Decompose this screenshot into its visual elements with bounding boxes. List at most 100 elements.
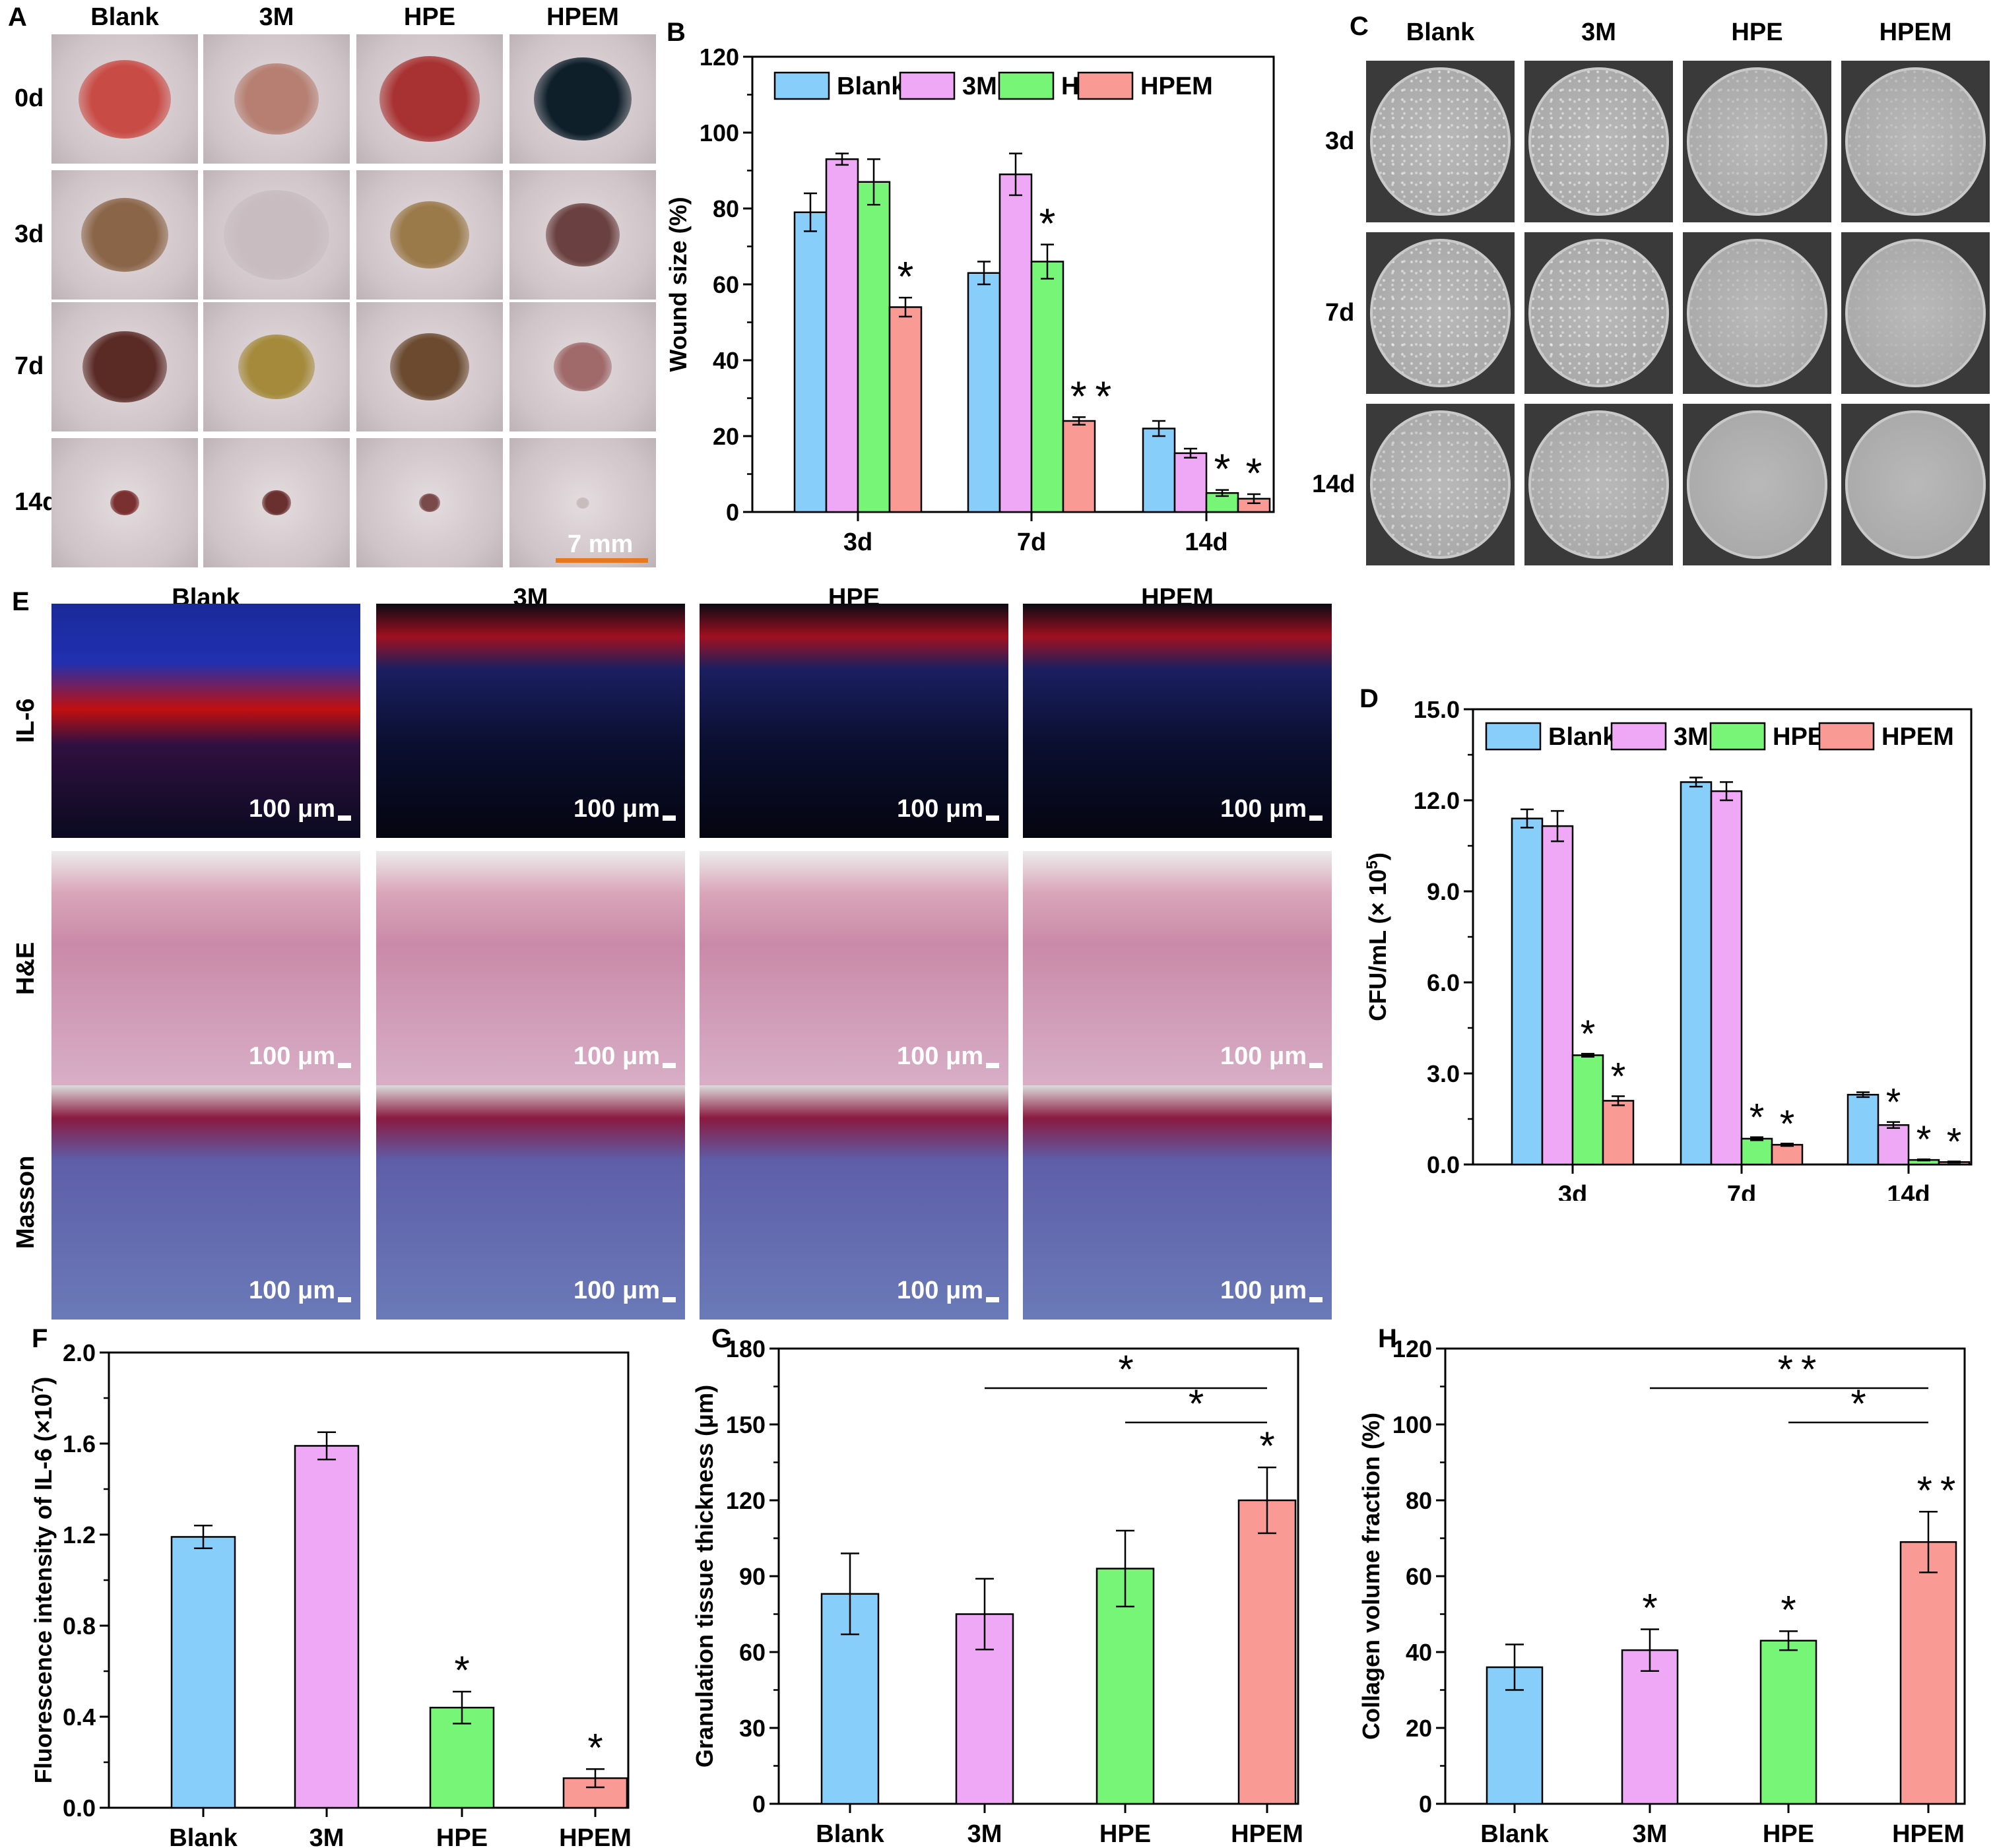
x-tick-label-7d: 7d <box>1017 528 1046 556</box>
petri-dish <box>1370 239 1511 387</box>
x-tick-label-blank: Blank <box>816 1820 884 1848</box>
x-tick-label-3m: 3M <box>310 1824 344 1848</box>
bar-hpem-7d <box>1771 1143 1804 1166</box>
histology-il-6-blank: 100 μm <box>51 604 360 838</box>
petri-dish <box>1370 410 1511 559</box>
row-label-il-6: IL-6 <box>12 698 40 744</box>
wound-photo-3d-hpem <box>509 170 656 300</box>
x-tick-label-hpe: HPE <box>436 1824 488 1848</box>
row-label-3d: 3d <box>15 220 44 248</box>
y-tick-label: 80 <box>1406 1487 1432 1514</box>
y-axis-label: Fluorescence intensity of IL-6 (×107) <box>29 1377 57 1784</box>
wound-photo-7d-hpem <box>509 302 656 431</box>
petri-dish <box>1528 67 1669 216</box>
significance-star: * * <box>1917 1468 1956 1512</box>
wound-area <box>238 334 315 400</box>
y-tick-label: 20 <box>713 423 739 450</box>
bar-3m-7d <box>1710 790 1743 1166</box>
significance-star: * <box>898 253 914 300</box>
bar-3m-3d <box>825 158 859 513</box>
wound-photo-3d-blank <box>51 170 198 300</box>
histology-hande-hpe: 100 μm <box>700 851 1008 1085</box>
scale-bar-label: 100 μm <box>897 1042 983 1070</box>
y-tick-label: 0.0 <box>63 1795 96 1822</box>
significance-star: * <box>1259 1424 1274 1468</box>
histology-masson-hpem: 100 μm <box>1023 1085 1332 1320</box>
row-label-hande: H&E <box>12 941 40 995</box>
significance-star: * <box>1581 1013 1596 1056</box>
scale-bar-label: 100 μm <box>897 1277 983 1304</box>
significance-star: * * <box>1778 1347 1817 1391</box>
bar-blank <box>170 1536 236 1809</box>
y-tick-label: 12.0 <box>1414 787 1460 814</box>
y-tick-label: 80 <box>713 195 739 222</box>
panel-letter-c: C <box>1350 12 1369 41</box>
significance-star: * <box>1916 1118 1932 1161</box>
bar-hpem <box>1237 1499 1297 1805</box>
legend-swatch-blank <box>1485 722 1542 751</box>
histology-il-6-hpe: 100 μm <box>700 604 1008 838</box>
wound-area <box>546 203 620 267</box>
panel-b-wound-size-chart: B 0 20 40 60 80 100 120 Wound size (%) 3d 7d 14d * * *… <box>665 18 1275 556</box>
wound-photo-7d-blank <box>51 302 198 431</box>
wound-area <box>224 190 329 280</box>
legend-label-hpe: HPE <box>1773 723 1824 751</box>
scale-bar-a <box>556 558 648 563</box>
legend-label-3m: 3M <box>1674 723 1709 751</box>
y-tick-label: 20 <box>1406 1715 1432 1742</box>
column-header-blank: Blank <box>1406 18 1475 46</box>
column-header-hpem: HPEM <box>546 3 619 31</box>
wound-area <box>82 331 167 403</box>
y-tick-label: 120 <box>700 44 739 71</box>
wound-area <box>534 57 632 141</box>
wound-photo-0d-3m <box>203 34 350 164</box>
legend-label-blank: Blank <box>1548 723 1617 751</box>
plate-photo-7d-blank <box>1366 232 1515 394</box>
petri-dish <box>1687 67 1827 216</box>
wound-photo-0d-blank <box>51 34 198 164</box>
plate-photo-14d-hpe <box>1683 404 1831 565</box>
x-tick-label-hpe: HPE <box>1099 1820 1151 1848</box>
wound-photo-14d-hpem <box>509 438 656 567</box>
bar-hpe-3d <box>1571 1054 1604 1166</box>
y-tick-label: 40 <box>1406 1639 1432 1666</box>
y-tick-label: 1.2 <box>63 1521 96 1548</box>
plate-photo-3d-hpem <box>1841 61 1990 222</box>
bar-hpem <box>1899 1541 1957 1805</box>
plate-photo-3d-hpe <box>1683 61 1831 222</box>
bar-3m-3d <box>1541 825 1574 1166</box>
wound-area <box>419 494 440 512</box>
y-tick-label: 120 <box>726 1487 766 1514</box>
x-tick-label-14d: 14d <box>1185 528 1227 556</box>
scale-bar <box>1309 815 1323 821</box>
scale-bar-label: 100 μm <box>1220 1042 1307 1070</box>
scale-bar <box>338 815 351 821</box>
wound-photo-0d-hpe <box>356 34 503 164</box>
bar-3m-14d <box>1173 452 1208 513</box>
bar-hpe-7d <box>1030 261 1064 513</box>
significance-star: * <box>1780 1102 1795 1145</box>
wound-area <box>79 59 171 139</box>
wound-photo-3d-hpe <box>356 170 503 300</box>
scale-bar <box>986 1063 999 1068</box>
bar-hpe <box>1759 1640 1817 1805</box>
legend-swatch-3m <box>899 71 956 100</box>
row-label-7d: 7d <box>15 352 44 380</box>
y-tick-label: 120 <box>1392 1335 1432 1362</box>
legend-swatch-3m <box>1610 722 1667 751</box>
row-label-7d: 7d <box>1325 298 1355 327</box>
plate-photo-14d-hpem <box>1841 404 1990 565</box>
wound-photo-7d-hpe <box>356 302 503 431</box>
legend-swatch-hpem <box>1077 71 1134 100</box>
column-header-3m: 3M <box>1581 18 1616 46</box>
significance-star: * <box>1642 1586 1657 1630</box>
bar-blank-14d <box>1142 428 1176 513</box>
petri-dish <box>1845 67 1986 216</box>
y-tick-label: 1.6 <box>63 1430 96 1457</box>
wound-photo-0d-hpem <box>509 34 656 164</box>
row-label-0d: 0d <box>15 84 44 112</box>
y-tick-label: 60 <box>739 1639 766 1666</box>
y-tick-label: 2.0 <box>63 1339 96 1366</box>
x-tick-label-7d: 7d <box>1727 1181 1756 1201</box>
scale-bar-label: 100 μm <box>1220 795 1307 823</box>
